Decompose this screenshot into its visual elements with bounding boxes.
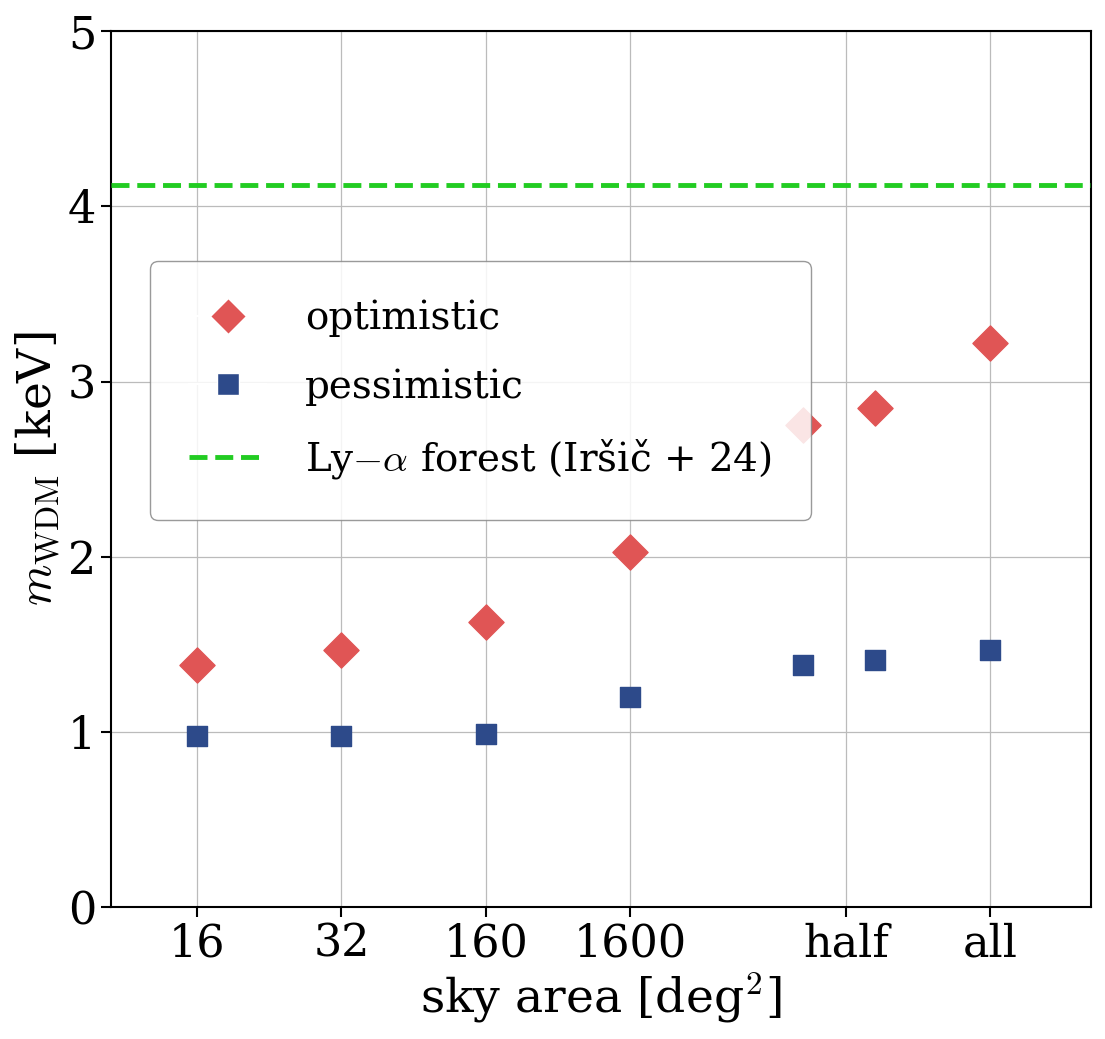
Point [981, 641, 999, 658]
Y-axis label: $m_{\mathrm{WDM}}$ [keV]: $m_{\mathrm{WDM}}$ [keV] [14, 331, 62, 607]
Point [476, 725, 494, 742]
Point [866, 400, 884, 417]
Point [793, 417, 811, 433]
X-axis label: sky area [deg$^2$]: sky area [deg$^2$] [420, 970, 781, 1025]
Point [621, 689, 639, 705]
Point [188, 657, 206, 673]
Point [188, 727, 206, 744]
Point [333, 641, 350, 658]
Point [981, 335, 999, 351]
Point [793, 657, 811, 673]
Point [476, 613, 494, 630]
Point [866, 651, 884, 668]
Point [621, 543, 639, 560]
Legend: optimistic, pessimistic, Ly$-\alpha$ forest (Iršič + 24): optimistic, pessimistic, Ly$-\alpha$ for… [150, 261, 811, 520]
Point [333, 727, 350, 744]
